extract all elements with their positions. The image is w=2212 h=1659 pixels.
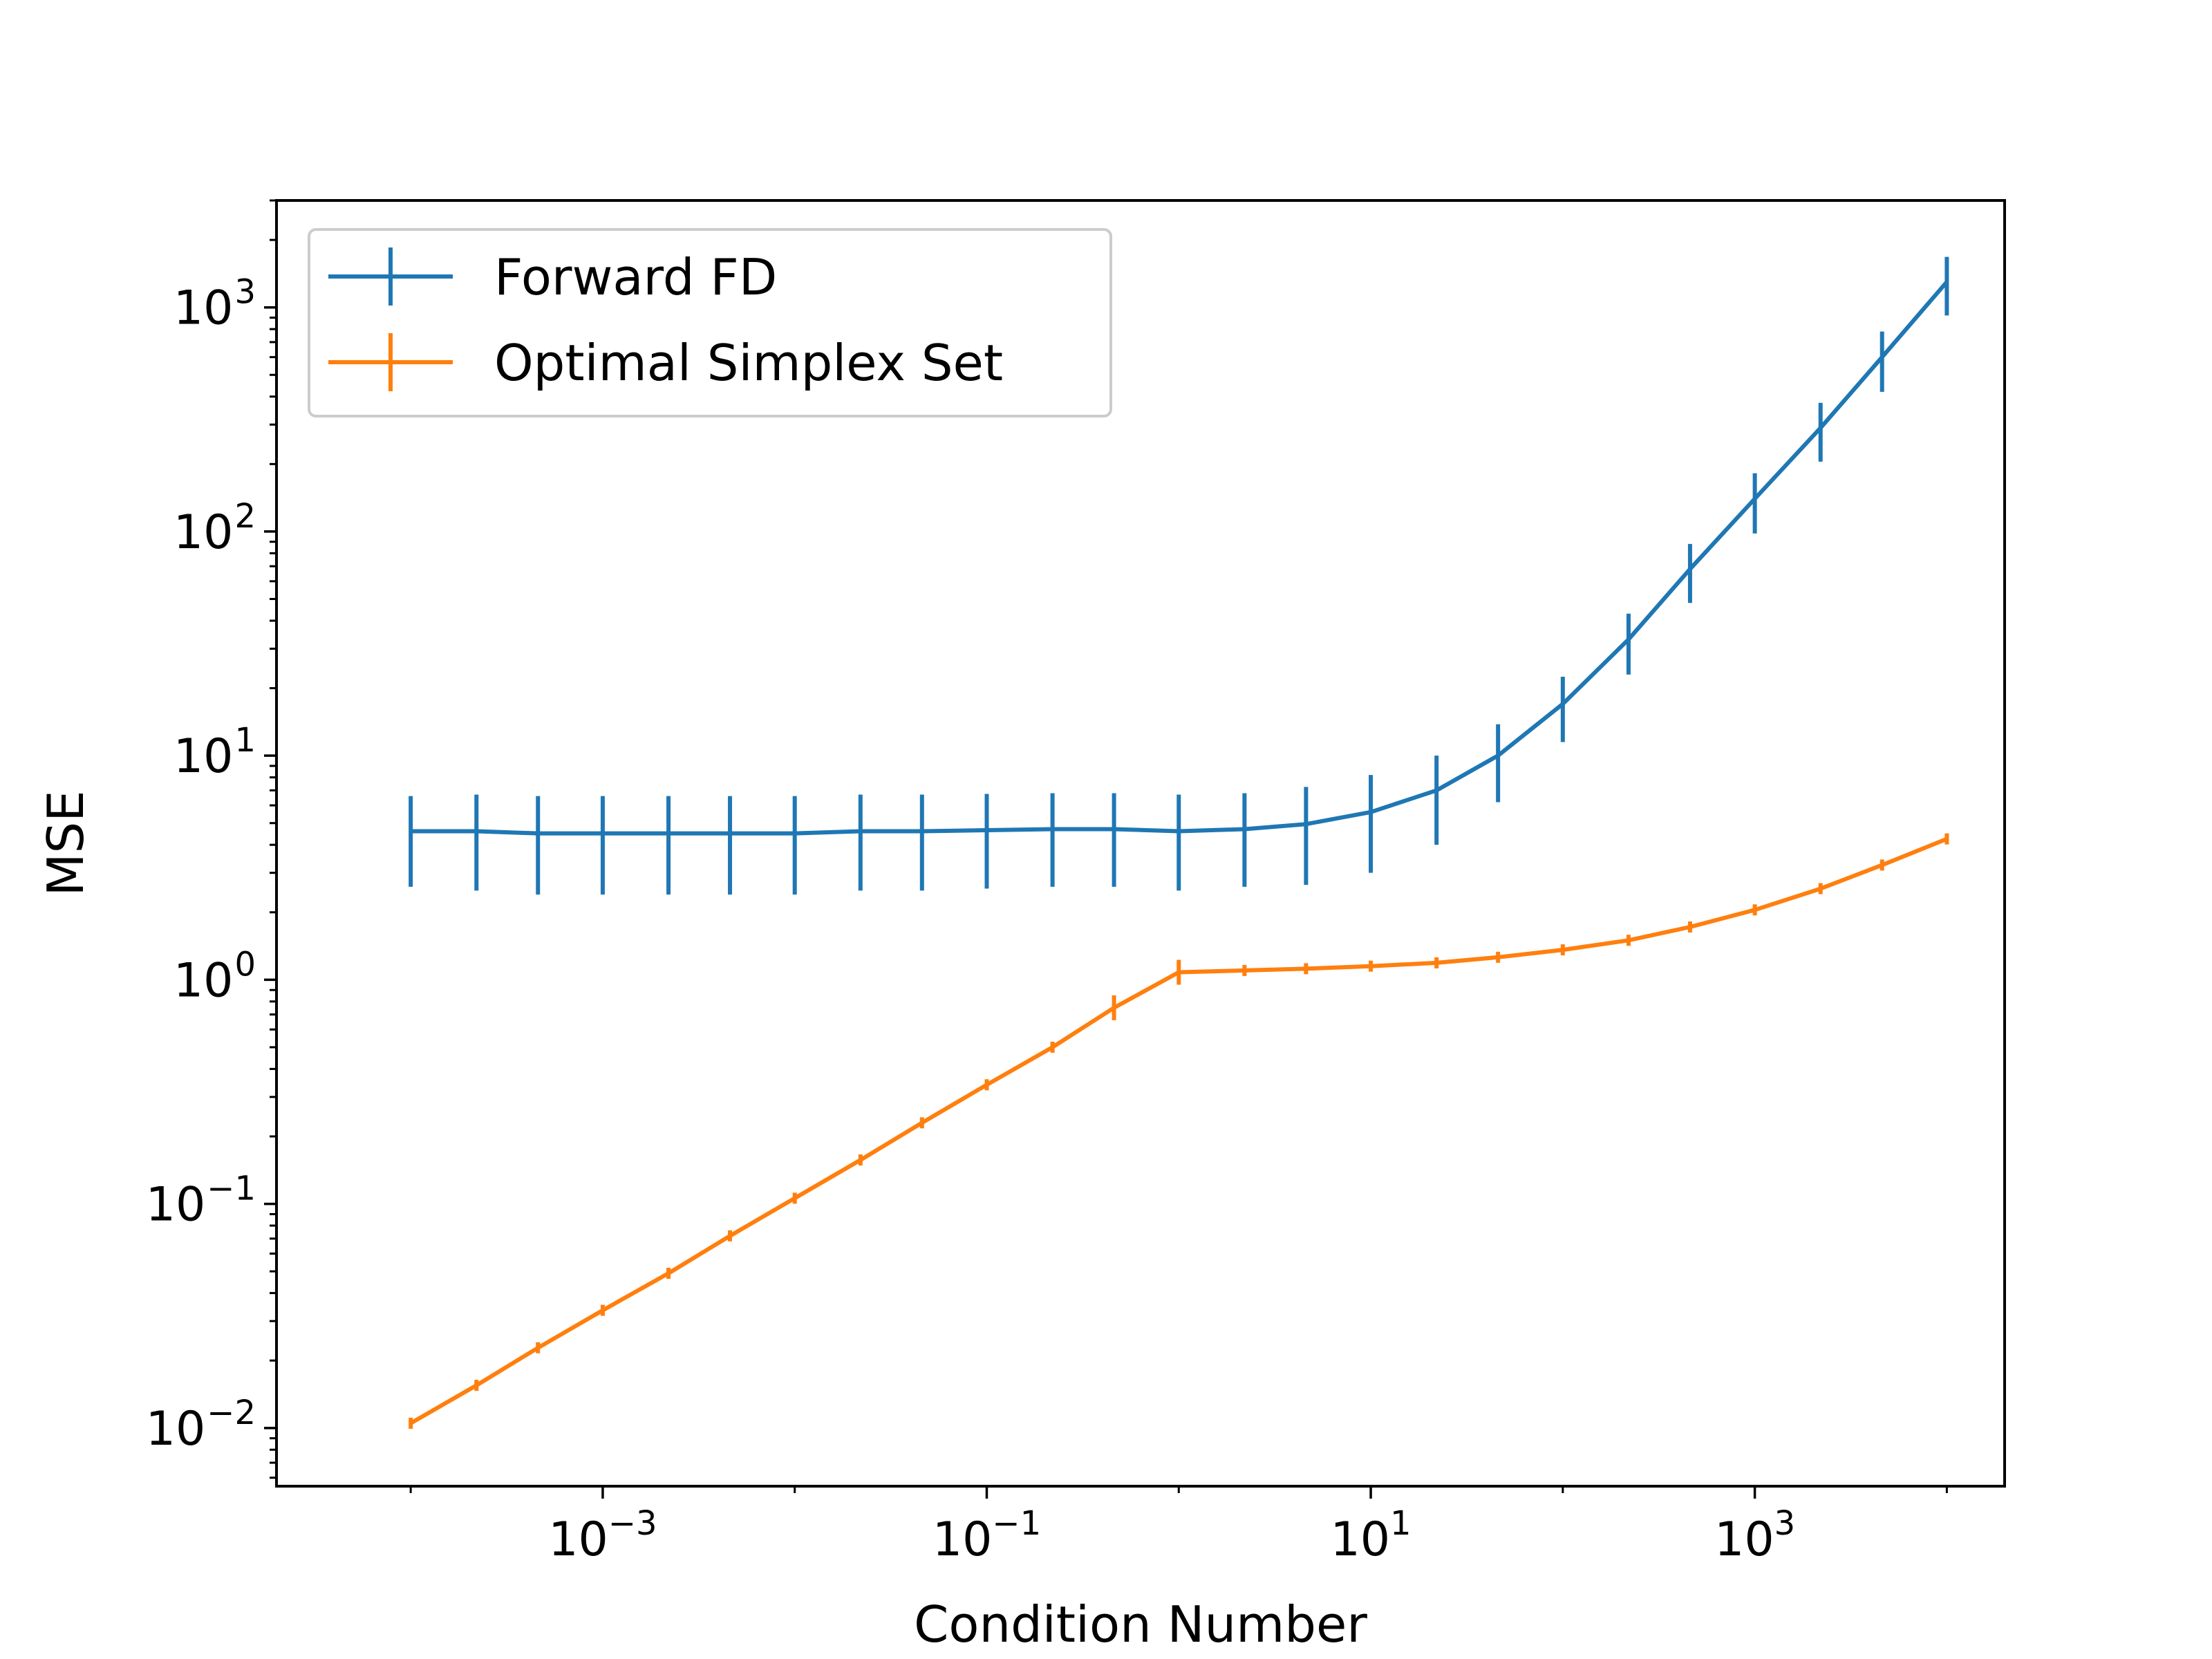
x-tick-label: 101 bbox=[1331, 1504, 1412, 1567]
y-tick-label: 103 bbox=[174, 273, 256, 336]
series-optimal-simplex-set bbox=[409, 833, 1949, 1429]
x-tick-label: 103 bbox=[1714, 1504, 1795, 1567]
series-forward-fd bbox=[409, 256, 1949, 895]
y-tick-label: 102 bbox=[174, 497, 256, 560]
plot-series bbox=[409, 256, 1949, 1429]
x-axis: 10−3 10−1 101 103 bbox=[409, 1486, 1948, 1567]
legend-label-optimal-simplex-set: Optimal Simplex Set bbox=[494, 334, 1003, 392]
legend-label-forward-fd: Forward FD bbox=[494, 248, 777, 306]
y-tick-label: 100 bbox=[174, 945, 256, 1008]
plot-frame bbox=[275, 199, 2006, 1488]
legend-box bbox=[308, 228, 1112, 418]
legend: Forward FD Optimal Simplex Set bbox=[308, 228, 1112, 418]
x-tick-label: 10−3 bbox=[548, 1504, 657, 1567]
x-axis-title: Condition Number bbox=[914, 1595, 1367, 1653]
x-tick-label: 10−1 bbox=[932, 1504, 1041, 1567]
y-axis: 10−2 10−1 100 101 102 103 bbox=[146, 199, 276, 1479]
y-tick-label: 101 bbox=[174, 721, 256, 784]
y-axis-title: MSE bbox=[37, 790, 95, 896]
y-tick-label: 10−1 bbox=[146, 1170, 256, 1232]
y-tick-label: 10−2 bbox=[146, 1394, 256, 1456]
